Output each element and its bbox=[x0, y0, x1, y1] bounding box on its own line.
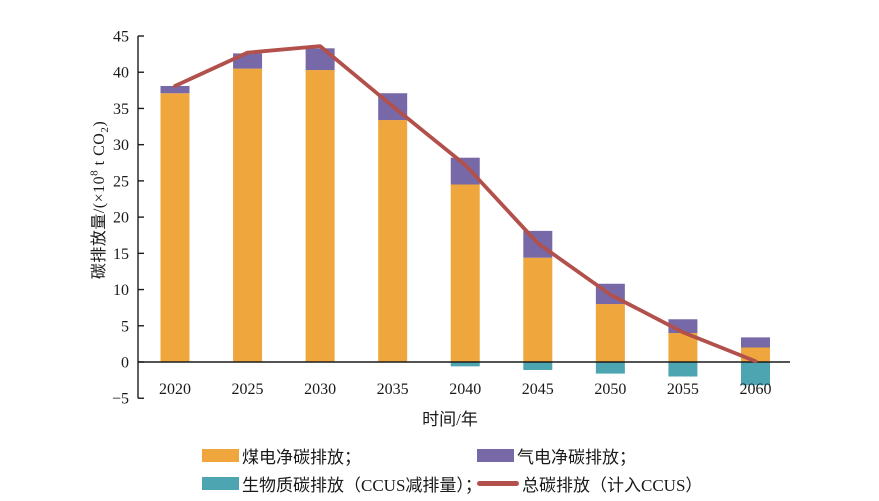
coal-bar-2040 bbox=[450, 184, 480, 362]
legend-label-coal: 煤电净碳排放； bbox=[242, 447, 361, 467]
y-tick-label-45: 45 bbox=[113, 29, 129, 46]
x-axis-title: 时间/年 bbox=[422, 410, 478, 429]
legend-row-2: 生物质碳排放（CCUS减排量）； 总碳排放（计入CCUS） bbox=[202, 469, 762, 497]
y-axis-title-mid: t CO bbox=[90, 132, 108, 170]
gas-bar-2020 bbox=[160, 85, 190, 94]
y-axis-title-subscript: 2 bbox=[99, 126, 112, 133]
legend-item-biomass: 生物质碳排放（CCUS减排量）； bbox=[202, 471, 482, 496]
y-tick-label-0: 0 bbox=[121, 355, 129, 372]
y-axis-title-suffix: ) bbox=[90, 120, 108, 127]
biomass-bar-2055 bbox=[668, 362, 698, 377]
year-label-2050: 2050 bbox=[594, 381, 626, 398]
y-tick-label-15: 15 bbox=[113, 246, 129, 263]
y-axis-title: 碳排放量/(×108 t CO2) bbox=[85, 120, 112, 280]
legend-item-total-line: 总碳排放（计入CCUS） bbox=[477, 471, 702, 496]
biomass-bar-2050 bbox=[595, 362, 625, 374]
year-label-2035: 2035 bbox=[377, 381, 409, 398]
year-label-2025: 2025 bbox=[232, 381, 264, 398]
year-label-2055: 2055 bbox=[667, 381, 699, 398]
y-tick-label-10: 10 bbox=[113, 282, 129, 299]
year-label-2060: 2060 bbox=[739, 381, 771, 398]
legend-item-coal: 煤电净碳排放； bbox=[202, 443, 477, 468]
legend-label-total: 总碳排放（计入CCUS） bbox=[522, 475, 703, 495]
y-axis-title-prefix: 碳排放量/(×10 bbox=[90, 175, 108, 280]
gas-swatch-icon bbox=[477, 448, 514, 462]
legend-label-gas: 气电净碳排放； bbox=[517, 447, 636, 467]
y-tick-label-35: 35 bbox=[113, 101, 129, 118]
biomass-bar-2060 bbox=[740, 362, 770, 386]
gas-bar-2030 bbox=[305, 48, 335, 71]
total-emissions-line bbox=[173, 44, 758, 364]
legend-label-biomass: 生物质碳排放（CCUS减排量）； bbox=[242, 475, 482, 495]
chart-legend: 煤电净碳排放； 气电净碳排放； 生物质碳排放（CCUS减排量）； 总碳排放（计入… bbox=[202, 441, 762, 497]
coal-bar-2050 bbox=[595, 304, 625, 362]
biomass-bar-2045 bbox=[523, 362, 553, 370]
year-label-2030: 2030 bbox=[304, 381, 336, 398]
year-label-2020: 2020 bbox=[159, 381, 191, 398]
y-tick-label--5: −5 bbox=[112, 391, 129, 408]
gas-bar-2060 bbox=[740, 337, 770, 348]
y-tick-label-30: 30 bbox=[113, 137, 129, 154]
y-axis-title-superscript: 8 bbox=[88, 169, 101, 176]
legend-item-gas: 气电净碳排放； bbox=[477, 443, 636, 468]
legend-row-1: 煤电净碳排放； 气电净碳排放； bbox=[202, 441, 762, 469]
y-tick-label-20: 20 bbox=[113, 210, 129, 227]
y-tick-label-40: 40 bbox=[113, 65, 129, 82]
year-label-2040: 2040 bbox=[449, 381, 481, 398]
coal-bar-2045 bbox=[523, 257, 553, 362]
total-line-swatch-icon bbox=[477, 480, 519, 486]
y-tick-label-25: 25 bbox=[113, 173, 129, 190]
coal-bar-2025 bbox=[233, 68, 263, 362]
biomass-swatch-icon bbox=[202, 476, 239, 490]
gas-bar-2040 bbox=[450, 157, 480, 185]
chart-plot-area: 45 40 35 30 25 20 15 10 5 0 −5 2020 2025 2030 2035 2040… bbox=[112, 29, 790, 408]
coal-swatch-icon bbox=[202, 448, 239, 462]
y-tick-label-5: 5 bbox=[121, 318, 129, 335]
coal-bar-2020 bbox=[160, 93, 190, 362]
coal-bar-2035 bbox=[378, 120, 408, 362]
biomass-bar-2040 bbox=[450, 362, 480, 367]
year-label-2045: 2045 bbox=[522, 381, 554, 398]
coal-bar-2030 bbox=[305, 70, 335, 362]
